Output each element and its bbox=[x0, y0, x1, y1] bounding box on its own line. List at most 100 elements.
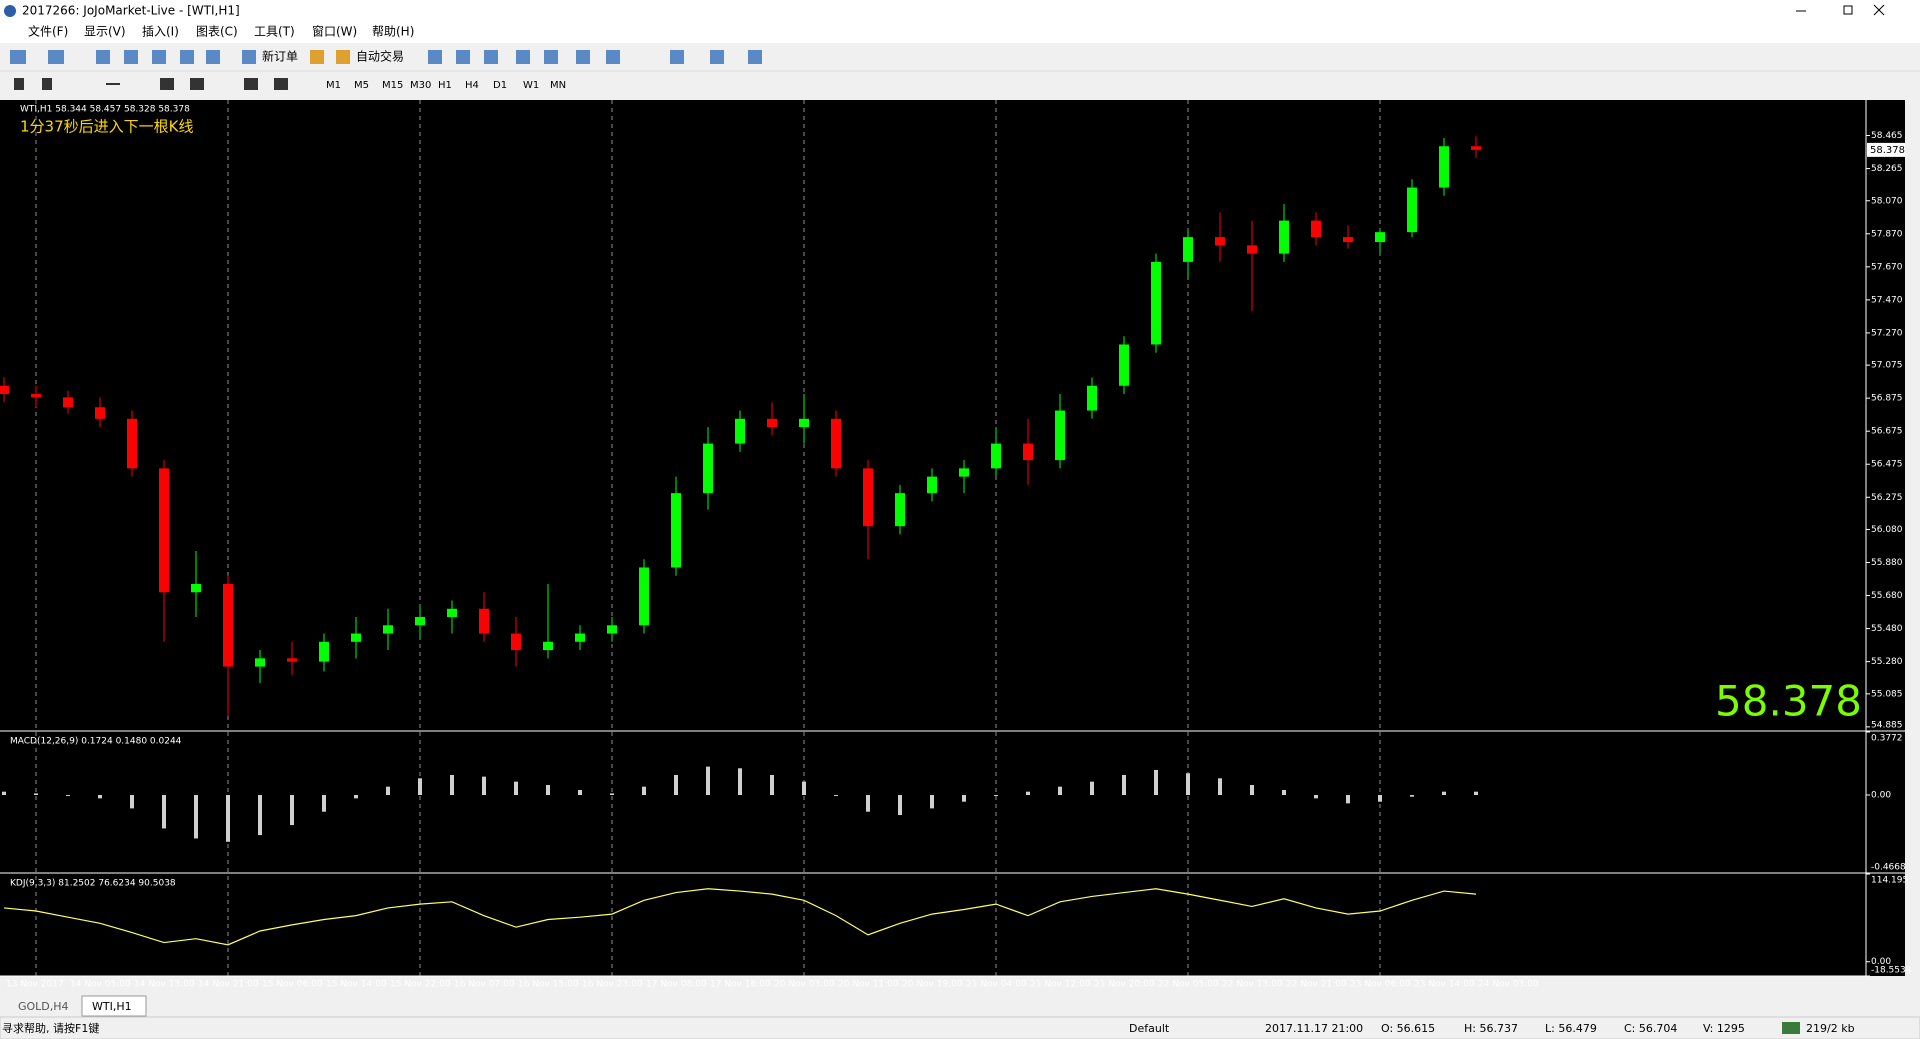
timeframe-button[interactable]: M15 bbox=[382, 80, 403, 91]
time-label: 16 Nov 07:00 bbox=[454, 980, 515, 990]
status-profile: Default bbox=[1129, 1022, 1170, 1035]
current-price-tag: 58.378 bbox=[1870, 145, 1905, 156]
new-order-button[interactable]: 新订单 bbox=[262, 49, 298, 64]
candle-body bbox=[1439, 146, 1449, 188]
candle-body bbox=[1343, 237, 1353, 243]
traffic-icon bbox=[1782, 1022, 1800, 1034]
timeframe-button[interactable]: H4 bbox=[465, 80, 479, 91]
time-label: 21 Nov 12:00 bbox=[1030, 980, 1091, 990]
macd-bar bbox=[66, 795, 70, 797]
macd-bar bbox=[1186, 773, 1190, 796]
macd-bar bbox=[482, 776, 486, 796]
macd-bar bbox=[898, 795, 902, 816]
menu-item[interactable]: 窗口(W) bbox=[312, 25, 357, 39]
candle-body bbox=[607, 625, 617, 634]
macd-bar bbox=[450, 774, 454, 796]
y-tick-label: 55.680 bbox=[1871, 591, 1903, 601]
candle-body bbox=[799, 418, 809, 428]
y-tick-label: 55.480 bbox=[1871, 624, 1903, 634]
window-controls[interactable] bbox=[1796, 4, 1885, 16]
menu-item[interactable]: 文件(F) bbox=[28, 24, 68, 39]
status-close: C: 56.704 bbox=[1624, 1022, 1677, 1035]
macd-bar bbox=[1346, 795, 1350, 804]
timeframe-button[interactable]: D1 bbox=[493, 80, 507, 91]
macd-bar bbox=[322, 795, 326, 812]
macd-bar bbox=[194, 795, 198, 839]
time-label: 17 Nov 16:00 bbox=[710, 980, 771, 990]
menu-item[interactable]: 帮助(H) bbox=[372, 25, 414, 39]
candle-body bbox=[1055, 410, 1065, 461]
macd-bar bbox=[354, 795, 358, 799]
candle-body bbox=[543, 641, 553, 651]
candle-body bbox=[1087, 385, 1097, 411]
macd-bar bbox=[1378, 795, 1382, 802]
y-tick-label: 56.275 bbox=[1871, 493, 1903, 503]
macd-bar bbox=[866, 795, 870, 812]
candle-body bbox=[159, 468, 169, 593]
timeframe-button[interactable]: M5 bbox=[354, 80, 369, 91]
status-low: L: 56.479 bbox=[1545, 1022, 1597, 1035]
time-label: 23 Nov 06:00 bbox=[1350, 980, 1411, 990]
chart-tab[interactable]: GOLD,H4 bbox=[18, 1000, 69, 1013]
time-label: 22 Nov 21:00 bbox=[1286, 980, 1347, 990]
macd-title: MACD(12,26,9) 0.1724 0.1480 0.0244 bbox=[10, 737, 182, 747]
candle-body bbox=[895, 493, 905, 527]
candle-body bbox=[671, 493, 681, 568]
candle-body bbox=[575, 633, 585, 642]
time-label: 14 Nov 05:00 bbox=[70, 980, 131, 990]
time-label: 13 Nov 2017 bbox=[6, 980, 64, 990]
macd-bar bbox=[1122, 774, 1126, 796]
candle-body bbox=[1247, 245, 1257, 254]
candle-body bbox=[255, 658, 265, 667]
menu-item[interactable]: 图表(C) bbox=[196, 25, 238, 39]
menu-item[interactable]: 工具(T) bbox=[254, 25, 295, 39]
macd-bar bbox=[834, 795, 838, 797]
auto-trading-button[interactable]: 自动交易 bbox=[356, 49, 404, 64]
candle-body bbox=[1183, 237, 1193, 262]
time-label: 16 Nov 23:00 bbox=[582, 980, 643, 990]
macd-bar bbox=[1282, 790, 1286, 796]
time-label: 20 Nov 11:00 bbox=[838, 980, 899, 990]
time-label: 21 Nov 20:00 bbox=[1094, 980, 1155, 990]
time-label: 23 Nov 14:00 bbox=[1414, 980, 1475, 990]
y-tick-label: 0.3772 bbox=[1871, 734, 1903, 744]
y-tick-label: 58.465 bbox=[1871, 131, 1903, 141]
timeframe-button[interactable]: M1 bbox=[326, 80, 341, 91]
time-label: 17 Nov 08:00 bbox=[646, 980, 707, 990]
candle-body bbox=[1151, 261, 1161, 345]
y-tick-label: 58.265 bbox=[1871, 164, 1903, 174]
active-tab[interactable] bbox=[81, 995, 147, 1017]
candle-body bbox=[415, 617, 425, 626]
candle-body bbox=[447, 608, 457, 618]
macd-bar bbox=[34, 793, 38, 796]
kdj-line bbox=[3, 888, 1477, 946]
candle-body bbox=[191, 583, 201, 593]
menu-item[interactable]: 显示(V) bbox=[84, 25, 126, 39]
candle-body bbox=[383, 625, 393, 634]
menu-item[interactable]: 插入(I) bbox=[142, 25, 179, 39]
macd-bar bbox=[514, 781, 518, 796]
candle-body bbox=[959, 468, 969, 477]
timeframe-button[interactable]: H1 bbox=[438, 80, 452, 91]
toolbar-icons[interactable] bbox=[10, 50, 762, 90]
candle-body bbox=[479, 608, 489, 634]
y-tick-label: 55.085 bbox=[1871, 689, 1903, 699]
candle-body bbox=[767, 418, 777, 428]
candle-body bbox=[703, 443, 713, 494]
chart-tab[interactable]: WTI,H1 bbox=[92, 1000, 132, 1013]
y-tick-label: 57.870 bbox=[1871, 229, 1903, 239]
status-volume: V: 1295 bbox=[1703, 1022, 1745, 1035]
timeframe-button[interactable]: MN bbox=[550, 80, 566, 91]
timeframe-button[interactable]: M30 bbox=[410, 80, 431, 91]
time-label: 24 Nov 03:00 bbox=[1478, 980, 1539, 990]
y-tick-label: 56.875 bbox=[1871, 394, 1903, 404]
timeframe-button[interactable]: W1 bbox=[523, 80, 539, 91]
candle-body bbox=[1215, 237, 1225, 246]
chart-info: WTI,H1 58.344 58.457 58.328 58.378 bbox=[20, 105, 190, 115]
macd-bar bbox=[610, 793, 614, 796]
candle-body bbox=[1471, 146, 1481, 150]
time-label: 22 Nov 13:00 bbox=[1222, 980, 1283, 990]
candle-body bbox=[863, 468, 873, 527]
y-tick-label: 55.880 bbox=[1871, 558, 1903, 568]
